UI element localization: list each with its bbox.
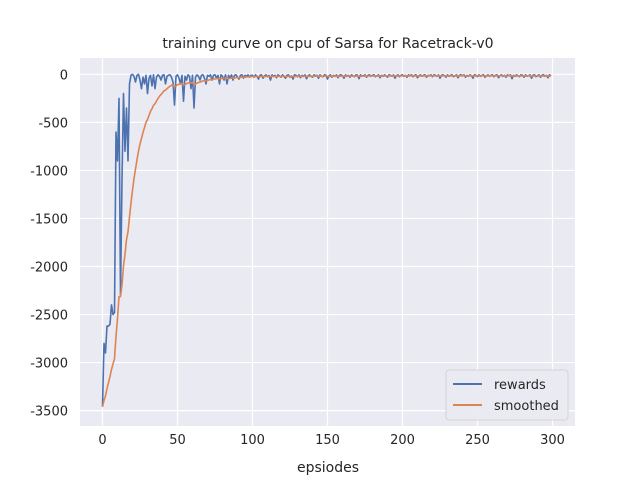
chart-title: training curve on cpu of Sarsa for Racet… xyxy=(162,36,493,52)
y-tick-label: -3500 xyxy=(30,405,68,420)
x-tick-label: 100 xyxy=(240,433,265,448)
legend-label-smoothed: smoothed xyxy=(494,399,559,414)
legend: rewards smoothed xyxy=(445,369,569,421)
y-tick-label: -500 xyxy=(38,116,68,131)
x-tick-label: 50 xyxy=(169,433,186,448)
legend-label-rewards: rewards xyxy=(494,378,546,393)
x-tick-label: 200 xyxy=(390,433,415,448)
y-tick-label: -1000 xyxy=(30,164,68,179)
x-axis-label: epsiodes xyxy=(297,460,359,476)
x-tick-label: 300 xyxy=(540,433,565,448)
y-tick-label: -3000 xyxy=(30,357,68,372)
legend-box xyxy=(445,369,569,421)
y-tick-label: -2500 xyxy=(30,309,68,324)
x-tick-label: 0 xyxy=(98,433,106,448)
y-tick-label: 0 xyxy=(60,68,68,83)
y-tick-label: -2000 xyxy=(30,261,68,276)
x-tick-label: 250 xyxy=(465,433,490,448)
series-line-smoothed xyxy=(101,74,551,407)
x-tick-label: 150 xyxy=(315,433,340,448)
y-tick-label: -1500 xyxy=(30,212,68,227)
